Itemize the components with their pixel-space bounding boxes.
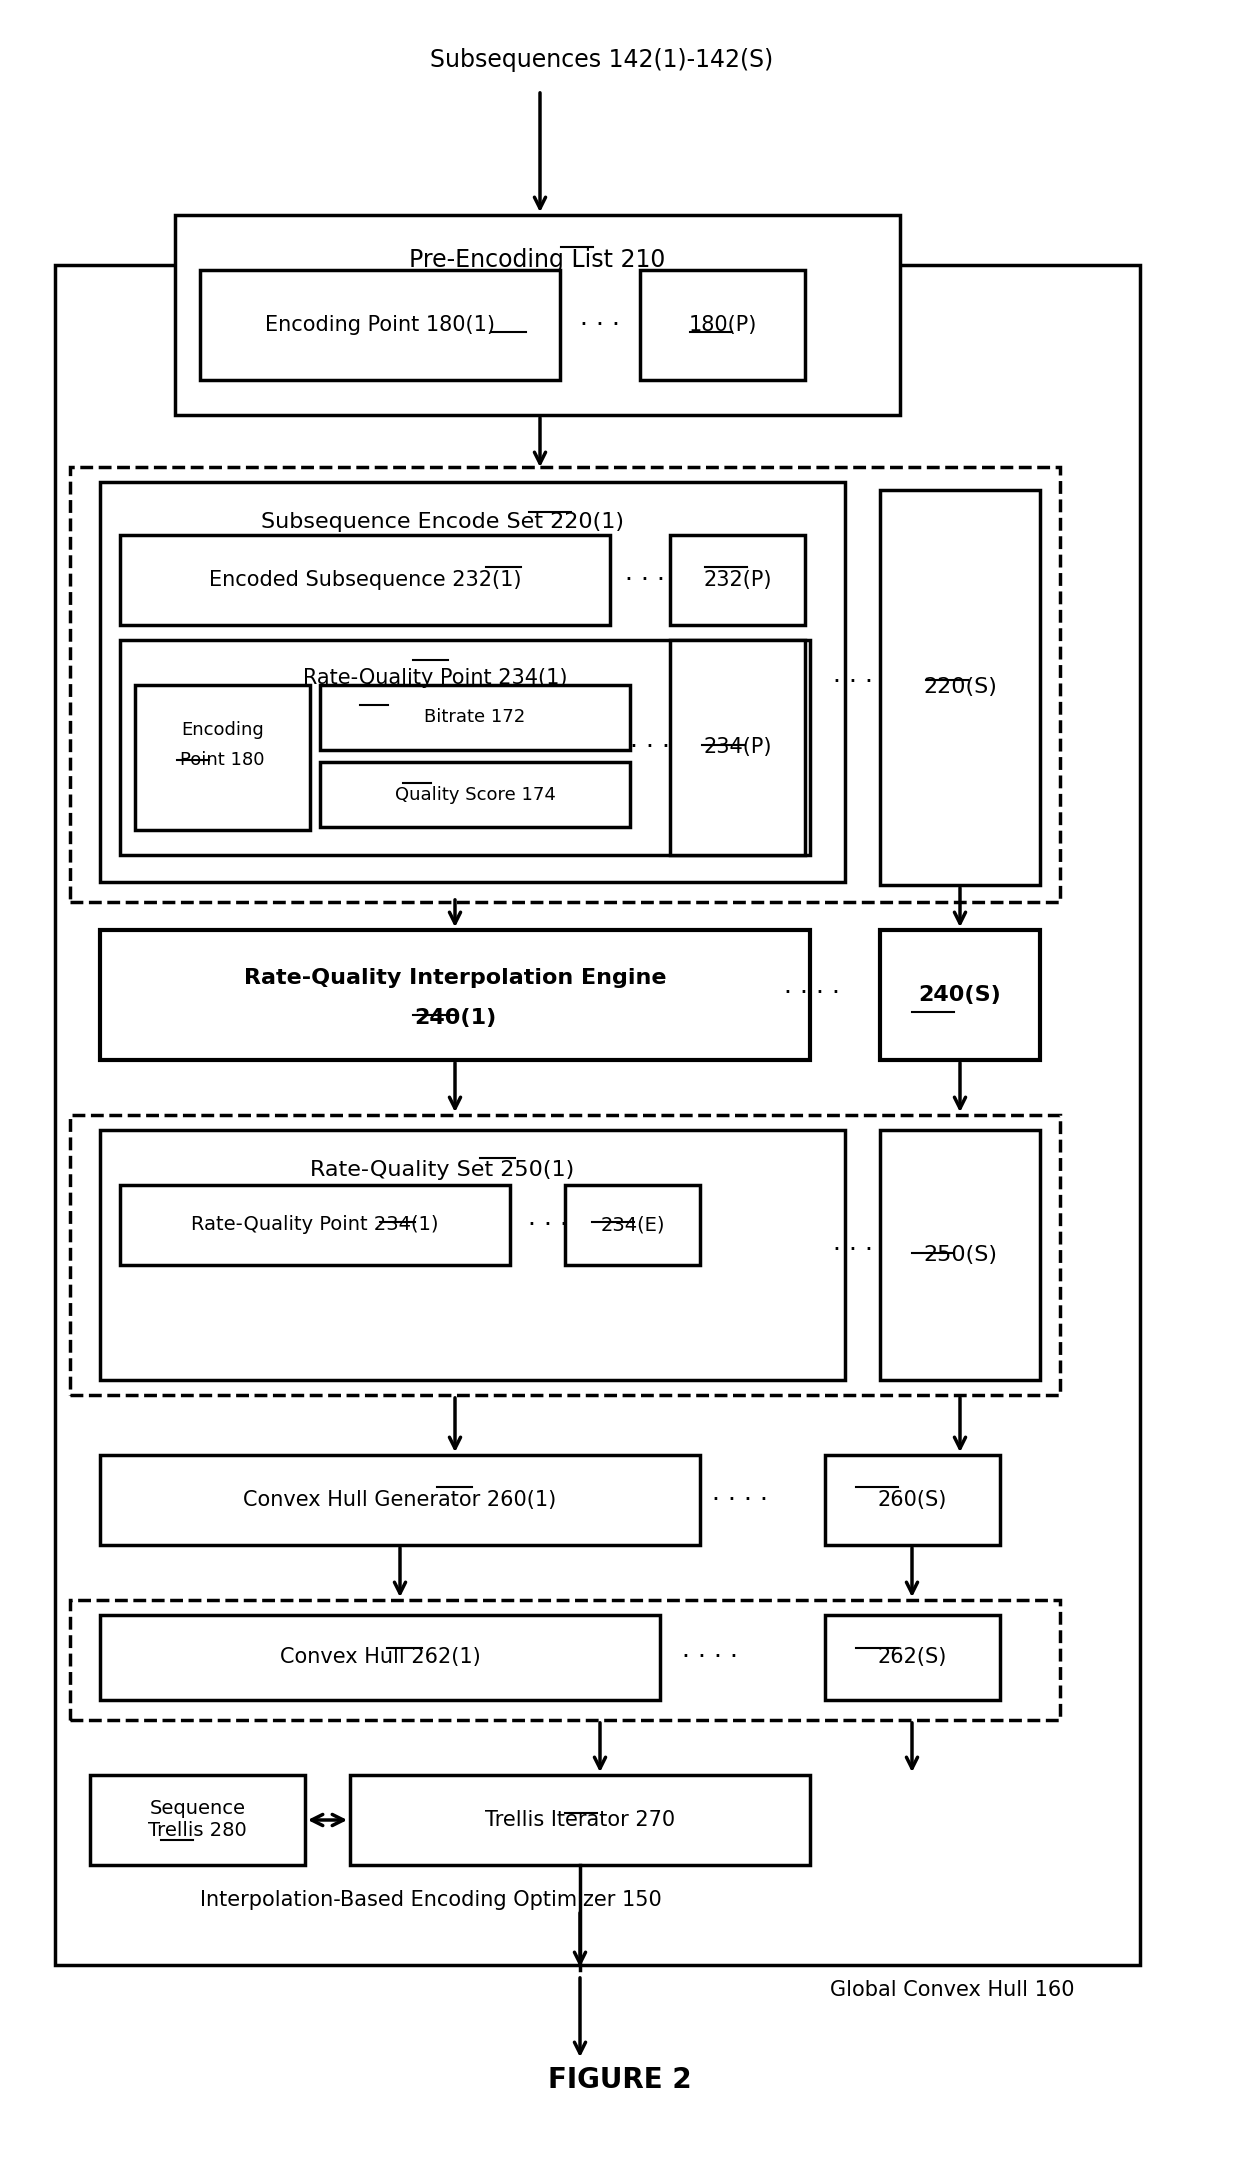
FancyBboxPatch shape: [55, 266, 1140, 1965]
Text: 234(E): 234(E): [600, 1215, 665, 1235]
Text: Convex Hull 262(1): Convex Hull 262(1): [280, 1647, 480, 1667]
FancyBboxPatch shape: [640, 270, 805, 381]
FancyBboxPatch shape: [100, 482, 844, 882]
FancyBboxPatch shape: [880, 491, 1040, 884]
FancyBboxPatch shape: [350, 1775, 810, 1866]
Text: 250(S): 250(S): [923, 1245, 997, 1265]
FancyBboxPatch shape: [100, 930, 810, 1059]
FancyBboxPatch shape: [565, 1185, 701, 1265]
Text: Interpolation-Based Encoding Optimizer 150: Interpolation-Based Encoding Optimizer 1…: [200, 1890, 662, 1909]
Text: 220(S): 220(S): [923, 677, 997, 698]
Text: Sequence
Trellis 280: Sequence Trellis 280: [148, 1799, 247, 1840]
FancyBboxPatch shape: [100, 1455, 701, 1546]
Text: 240(S): 240(S): [919, 986, 1002, 1005]
FancyBboxPatch shape: [320, 761, 630, 828]
Bar: [69, 467, 1060, 902]
FancyBboxPatch shape: [200, 270, 560, 381]
Text: · · ·: · · ·: [833, 670, 873, 694]
Text: Encoding: Encoding: [181, 720, 264, 739]
FancyBboxPatch shape: [120, 640, 810, 854]
Text: 240(1): 240(1): [414, 1007, 496, 1027]
FancyBboxPatch shape: [100, 1131, 844, 1379]
Text: · · ·: · · ·: [580, 313, 620, 337]
FancyBboxPatch shape: [120, 1185, 510, 1265]
Bar: [69, 1116, 1060, 1394]
Text: Trellis Iterator 270: Trellis Iterator 270: [485, 1810, 675, 1829]
FancyBboxPatch shape: [320, 685, 630, 750]
Text: 234(P): 234(P): [703, 737, 771, 757]
Text: Rate-Quality Point 234(1): Rate-Quality Point 234(1): [303, 668, 567, 688]
Text: · · ·: · · ·: [528, 1213, 568, 1237]
Text: Pre-Encoding List 210: Pre-Encoding List 210: [409, 249, 666, 272]
Text: 232(P): 232(P): [703, 571, 771, 590]
Text: 262(S): 262(S): [878, 1647, 947, 1667]
FancyBboxPatch shape: [120, 534, 610, 625]
Text: Convex Hull Generator 260(1): Convex Hull Generator 260(1): [243, 1490, 557, 1509]
FancyBboxPatch shape: [100, 1615, 660, 1699]
FancyBboxPatch shape: [825, 1615, 999, 1699]
FancyBboxPatch shape: [175, 214, 900, 415]
Text: · · · ·: · · · ·: [784, 982, 839, 1005]
FancyBboxPatch shape: [880, 930, 1040, 1059]
Text: Encoded Subsequence 232(1): Encoded Subsequence 232(1): [208, 571, 521, 590]
FancyBboxPatch shape: [825, 1455, 999, 1546]
Text: Rate-Quality Interpolation Engine: Rate-Quality Interpolation Engine: [244, 969, 666, 988]
FancyBboxPatch shape: [91, 1775, 305, 1866]
Text: Encoding Point 180(1): Encoding Point 180(1): [265, 316, 495, 335]
FancyBboxPatch shape: [670, 640, 805, 854]
Text: Quality Score 174: Quality Score 174: [394, 785, 556, 804]
Text: · · ·: · · ·: [833, 1239, 873, 1263]
Text: FIGURE 2: FIGURE 2: [548, 2067, 692, 2095]
Text: 180(P): 180(P): [688, 316, 756, 335]
Text: · · ·: · · ·: [630, 735, 670, 759]
Text: · · ·: · · ·: [625, 569, 665, 592]
FancyBboxPatch shape: [880, 1131, 1040, 1379]
Text: · · · ·: · · · ·: [712, 1487, 768, 1511]
Text: Subsequences 142(1)-142(S): Subsequences 142(1)-142(S): [430, 48, 774, 71]
FancyBboxPatch shape: [670, 534, 805, 625]
FancyBboxPatch shape: [135, 685, 310, 830]
Text: Global Convex Hull 160: Global Convex Hull 160: [830, 1980, 1075, 2000]
Text: 260(S): 260(S): [878, 1490, 947, 1509]
Text: · · · ·: · · · ·: [682, 1645, 738, 1669]
Text: Subsequence Encode Set 220(1): Subsequence Encode Set 220(1): [260, 512, 624, 532]
Text: Rate-Quality Set 250(1): Rate-Quality Set 250(1): [310, 1161, 574, 1180]
Bar: [69, 1600, 1060, 1721]
Text: Rate-Quality Point 234(1): Rate-Quality Point 234(1): [191, 1215, 439, 1235]
Text: Point 180: Point 180: [180, 750, 265, 770]
Text: Bitrate 172: Bitrate 172: [424, 709, 526, 726]
